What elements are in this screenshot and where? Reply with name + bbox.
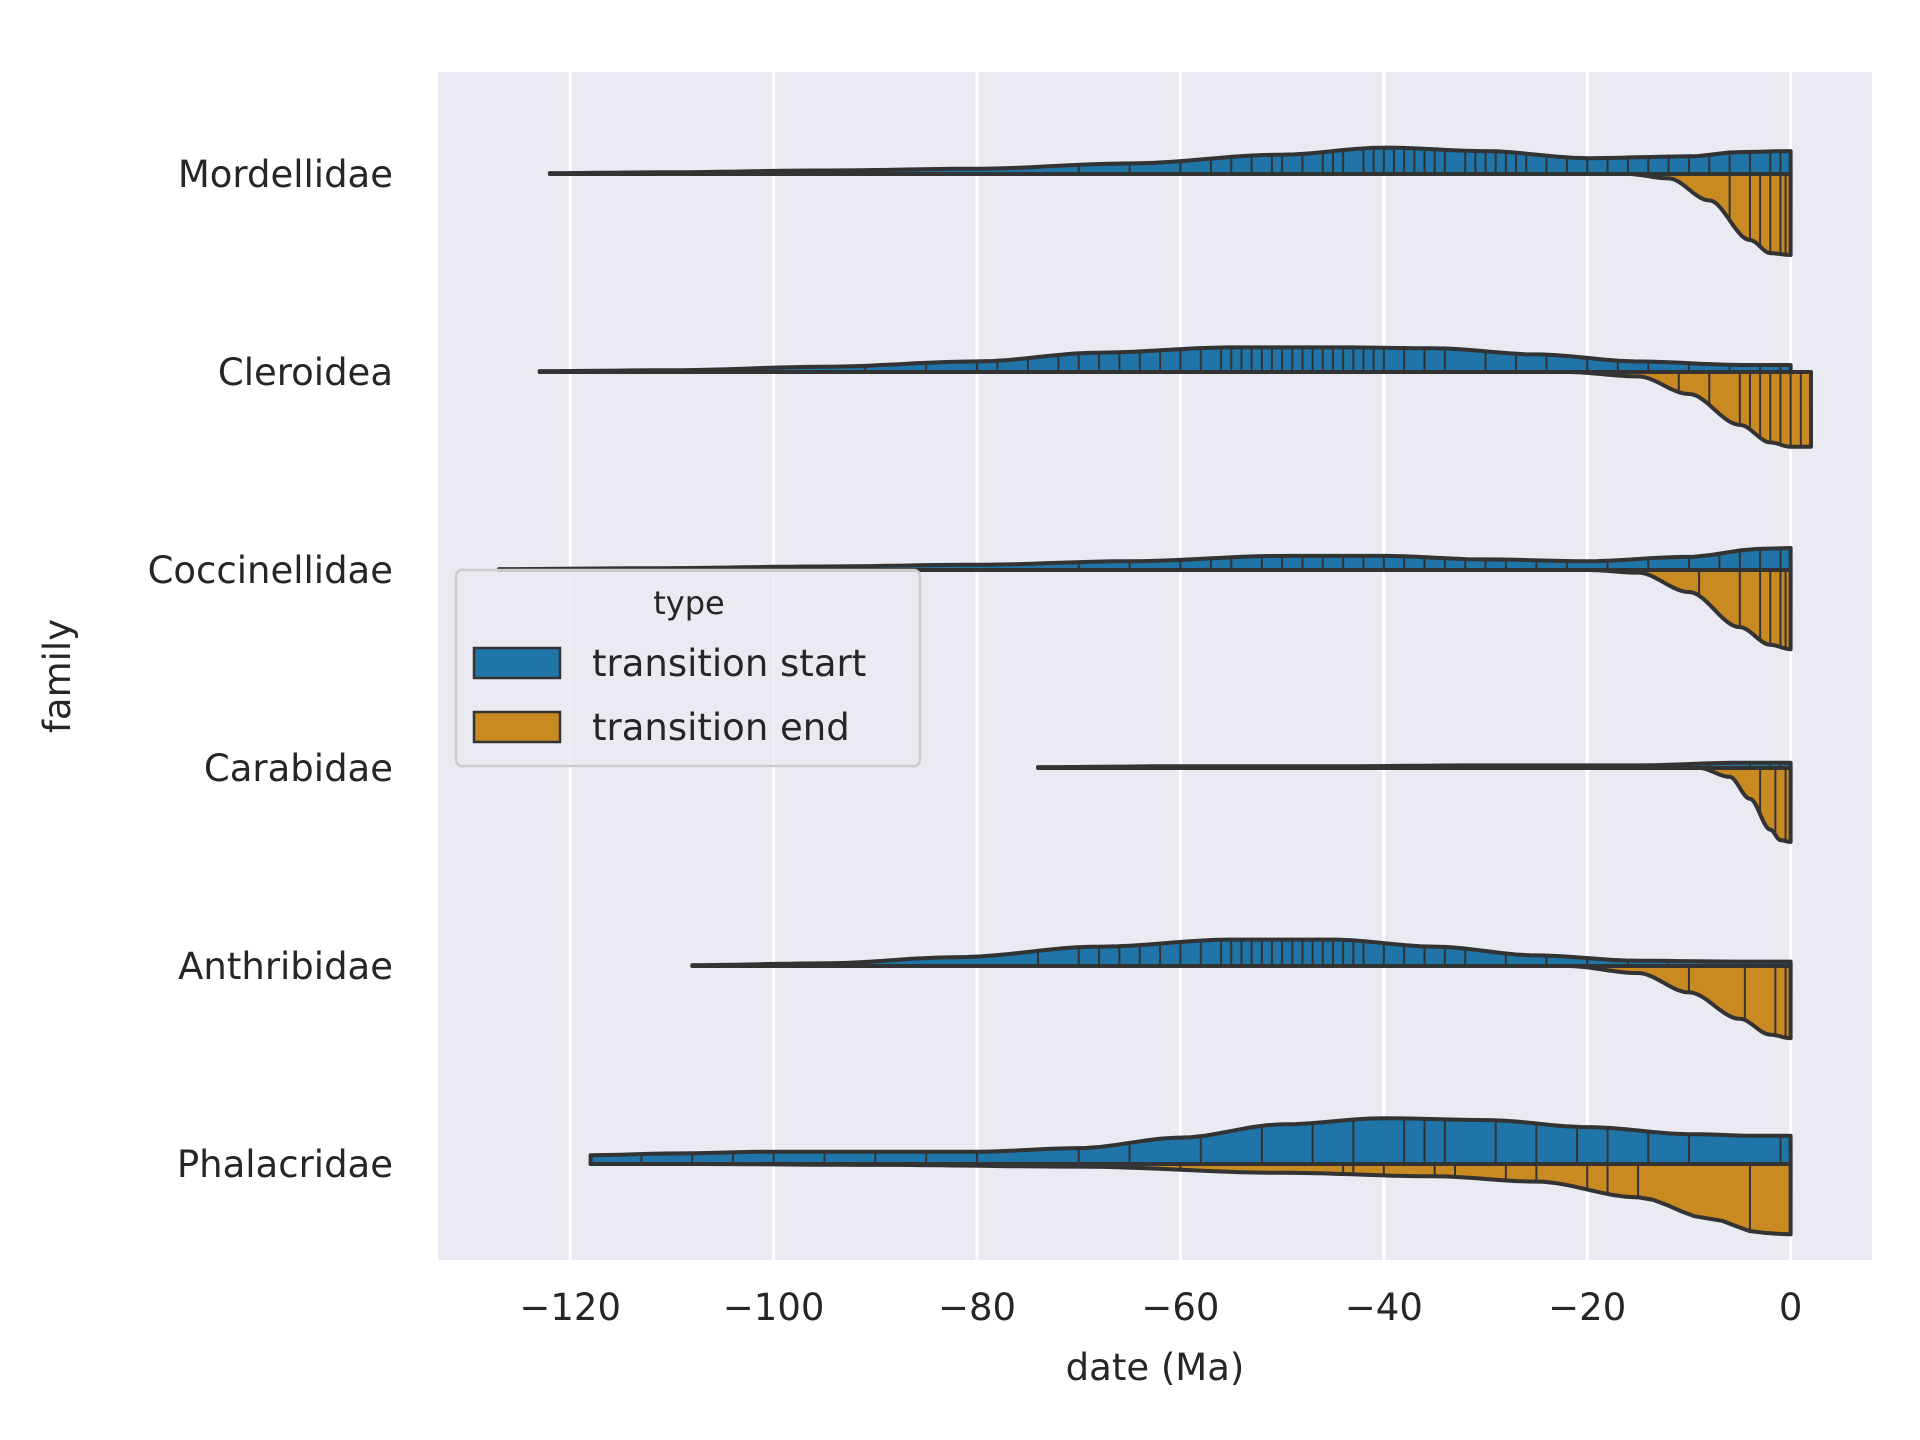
violin-half-cleroidea-start xyxy=(537,345,1793,374)
x-axis-ticks: −120 −100 −80 −60 −40 −20 0 xyxy=(519,1286,1802,1329)
y-axis-categories: Mordellidae Cleroidea Coccinellidae Carabid… xyxy=(148,153,393,1186)
violin-half-carabidae-end xyxy=(1697,766,1793,844)
violin-half-phalacridae-end xyxy=(690,1162,1793,1237)
legend-swatch-transition-end xyxy=(472,710,562,744)
legend: type transition start transition end xyxy=(454,568,922,768)
y-category-label: Anthribidae xyxy=(178,945,393,988)
x-tick-label: −120 xyxy=(519,1286,621,1329)
violin-half-coccinellidae-start xyxy=(497,546,1793,572)
y-axis-label: family xyxy=(36,619,79,733)
x-tick-label: −80 xyxy=(938,1286,1016,1329)
legend-title: type xyxy=(653,584,724,622)
x-tick-label: −60 xyxy=(1141,1286,1219,1329)
violins xyxy=(497,145,1813,1237)
x-tick-label: −40 xyxy=(1345,1286,1423,1329)
legend-frame xyxy=(454,568,922,768)
violin-half-mordellidae-start xyxy=(547,145,1793,176)
x-axis-label: date (Ma) xyxy=(1066,1346,1245,1389)
violin-half-carabidae-start xyxy=(1036,760,1793,770)
y-category-label: Cleroidea xyxy=(218,351,393,394)
legend-label-transition-end: transition end xyxy=(592,706,850,749)
violin-half-phalacridae-start xyxy=(588,1116,1793,1166)
violin-half-anthribidae-end xyxy=(1564,964,1793,1041)
y-category-label: Phalacridae xyxy=(177,1143,393,1186)
x-tick-label: 0 xyxy=(1779,1286,1803,1329)
y-category-label: Mordellidae xyxy=(178,153,393,196)
y-category-label: Coccinellidae xyxy=(148,549,393,592)
y-category-label: Carabidae xyxy=(204,747,393,790)
x-tick-label: −100 xyxy=(723,1286,825,1329)
legend-label-transition-start: transition start xyxy=(592,642,866,685)
legend-swatch-transition-start xyxy=(472,646,562,680)
x-tick-label: −20 xyxy=(1548,1286,1626,1329)
